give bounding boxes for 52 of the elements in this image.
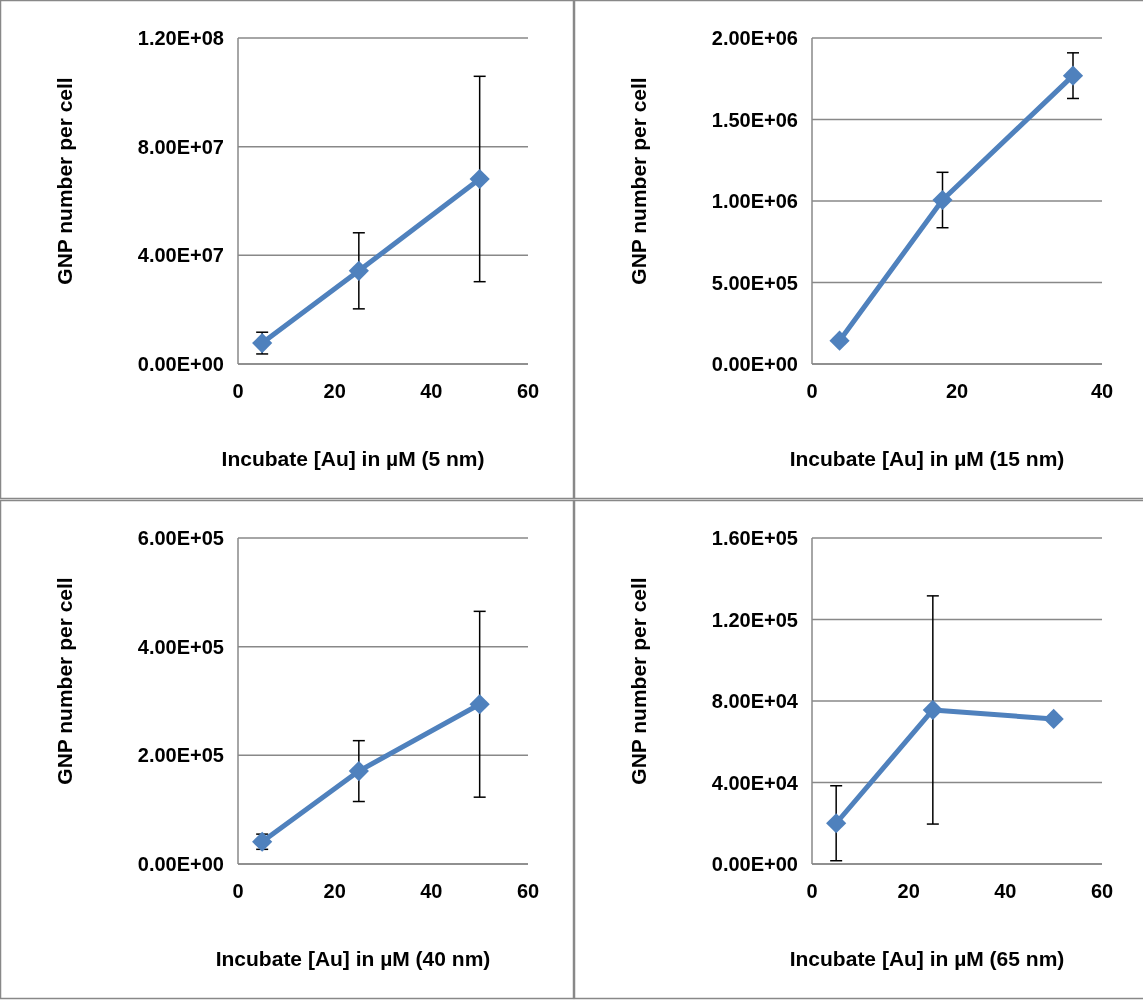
x-tick-label: 20: [323, 380, 346, 402]
y-tick-label: 8.00E+07: [137, 135, 224, 158]
y-tick-label: 8.00E+04: [711, 690, 799, 712]
y-tick-label: 1.50E+06: [711, 108, 798, 131]
x-tick-label: 20: [897, 880, 920, 902]
y-axis-title: GNP number per cell: [53, 577, 76, 785]
y-tick-label: 1.60E+05: [711, 527, 798, 549]
x-tick-label: 0: [806, 380, 818, 402]
y-tick-label: 1.20E+05: [711, 608, 798, 631]
point: [469, 694, 490, 715]
x-axis-title: Incubate [Au] in µM (65 nm): [789, 947, 1065, 970]
y-axis-title: GNP number per cell: [627, 77, 650, 285]
point: [922, 699, 943, 721]
point: [348, 760, 369, 782]
x-tick-label: 60: [1090, 880, 1114, 902]
y-tick-label: 2.00E+05: [137, 744, 224, 767]
x-tick-label: 40: [1090, 380, 1114, 402]
y-tick-label: 1.00E+06: [711, 190, 798, 212]
x-tick-label: 60: [516, 380, 540, 402]
x-tick-label: 0: [232, 380, 244, 402]
x-tick-label: 20: [945, 380, 969, 402]
point: [932, 189, 953, 211]
y-tick-label: 0.00E+00: [137, 853, 224, 875]
y-axis-title: GNP number per cell: [53, 77, 76, 285]
point: [1043, 708, 1064, 730]
y-tick-label: 0.00E+00: [711, 353, 798, 375]
x-axis-title: Incubate [Au] in µM (5 nm): [221, 447, 485, 470]
x-tick-label: 0: [806, 880, 818, 902]
point: [252, 332, 273, 354]
y-tick-label: 4.00E+05: [137, 635, 224, 658]
point: [469, 168, 490, 190]
y-tick-label: 5.00E+05: [711, 271, 798, 294]
y-tick-label: 0.00E+00: [711, 853, 798, 875]
point: [1062, 65, 1084, 86]
x-axis-title: Incubate [Au] in µM (40 nm): [215, 947, 491, 970]
x-axis-title: Incubate [Au] in µM (15 nm): [789, 447, 1065, 470]
y-tick-label: 0.00E+00: [137, 353, 224, 375]
x-tick-label: 40: [994, 880, 1017, 902]
x-tick-label: 0: [232, 880, 244, 902]
point: [826, 813, 847, 834]
x-tick-label: 60: [516, 880, 540, 902]
y-tick-label: 4.00E+07: [137, 244, 224, 267]
y-tick-label: 2.00E+06: [711, 27, 798, 49]
y-axis-title: GNP number per cell: [627, 577, 650, 785]
x-tick-label: 40: [420, 880, 443, 902]
x-tick-label: 20: [323, 880, 346, 902]
y-tick-label: 4.00E+04: [711, 771, 799, 794]
y-tick-label: 1.20E+08: [137, 27, 224, 49]
x-tick-label: 40: [420, 380, 443, 402]
point: [829, 330, 850, 351]
point: [348, 260, 369, 281]
y-tick-label: 6.00E+05: [137, 527, 224, 549]
